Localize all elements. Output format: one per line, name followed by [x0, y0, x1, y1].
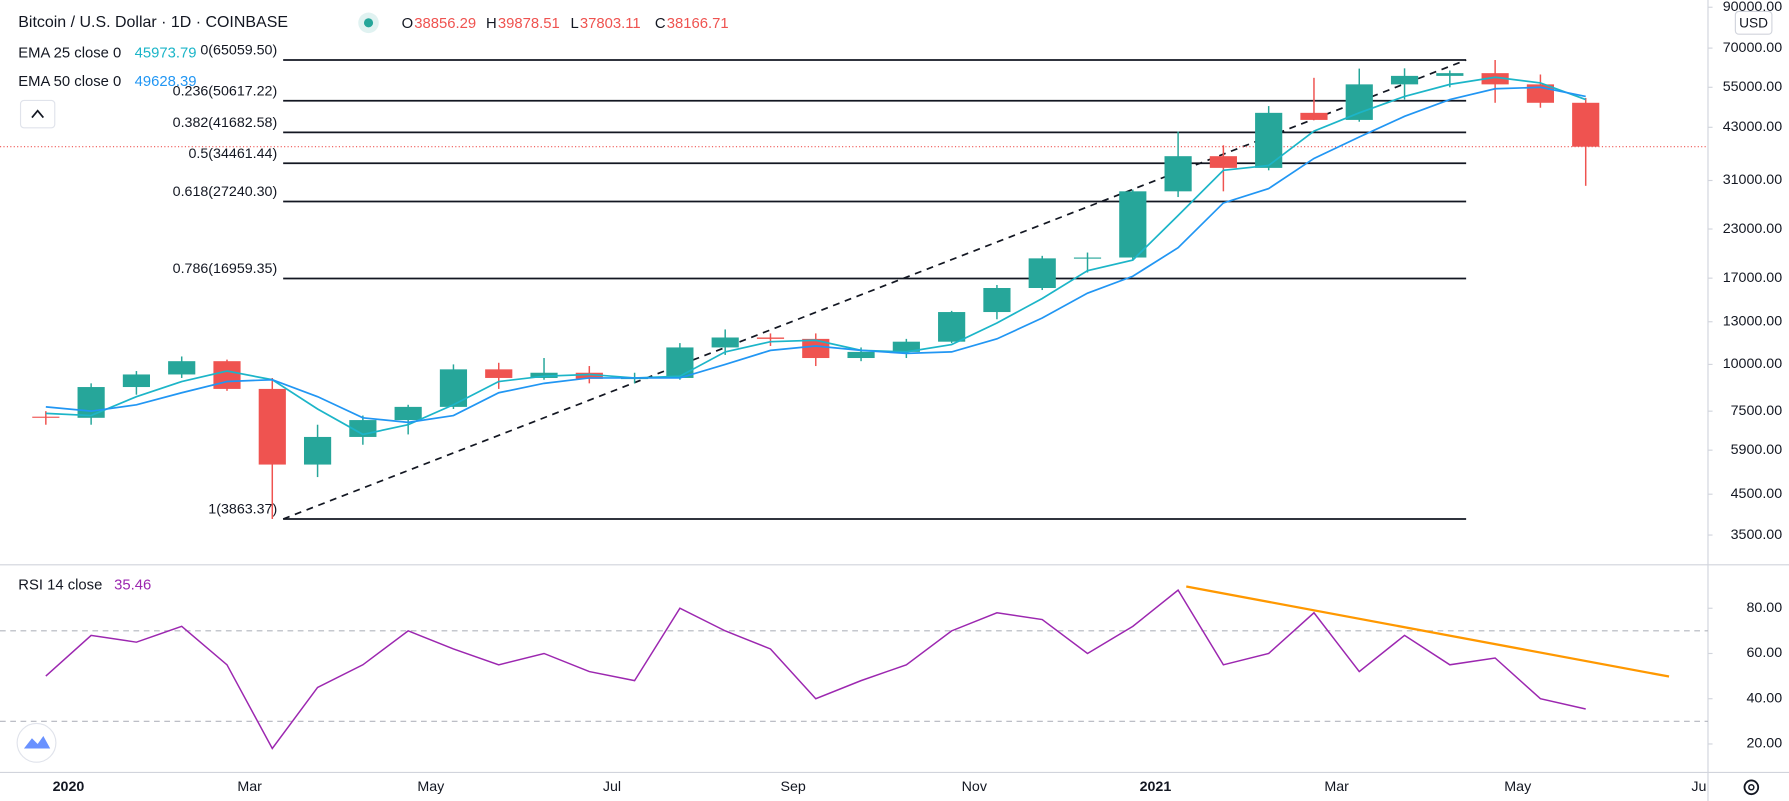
indicator-value: 49628.39 [135, 74, 197, 90]
x-tick-label: May [1504, 779, 1532, 795]
y-tick-label: 43000.00 [1723, 119, 1783, 135]
currency-box[interactable] [1734, 10, 1773, 35]
x-tick-label: Jul [603, 779, 621, 795]
candle-body [666, 347, 694, 378]
rsi-line [45, 589, 1586, 750]
y-tick-label: 7500.00 [1731, 403, 1783, 419]
candle-body [439, 369, 468, 407]
x-tick-label: Mar [1324, 779, 1349, 795]
y-tick-label: 10000.00 [1723, 356, 1783, 372]
collapse-button[interactable] [19, 99, 56, 129]
y-tick-label: 5900.00 [1731, 442, 1783, 458]
ohlc-letter: C [655, 16, 666, 32]
fib-label: 0.5(34461.44) [189, 146, 278, 162]
candle-body [711, 337, 739, 348]
ema-line [45, 86, 1586, 424]
candle-body [168, 361, 196, 375]
rsi-tick-label: 80.00 [1746, 600, 1782, 616]
candle-body [756, 337, 785, 339]
fib-label: 0.382(41682.58) [173, 115, 278, 131]
ohlc-value: 38856.29 [414, 16, 476, 32]
candle-body [1481, 73, 1509, 85]
fib-label: 0(65059.50) [200, 43, 277, 59]
candle-body [575, 372, 603, 379]
ohlc-letter: L [570, 16, 578, 32]
indicator-value: 35.46 [114, 577, 151, 593]
candle-body [1572, 102, 1600, 147]
candle-body [1119, 191, 1147, 258]
candle-body [394, 406, 422, 421]
fib-label: 0.786(16959.35) [173, 261, 278, 277]
ohlc-letter: O [402, 16, 414, 32]
candle-body [485, 369, 513, 378]
x-tick-label: Nov [962, 779, 988, 795]
candle-body [983, 288, 1011, 313]
indicator-value: 45973.79 [135, 46, 197, 62]
rsi-trendline [1186, 585, 1670, 678]
logo-icon [23, 735, 51, 749]
y-tick-label: 55000.00 [1723, 79, 1783, 95]
candle-body [258, 388, 286, 465]
settings-button[interactable] [1743, 779, 1760, 796]
y-tick-label: 23000.00 [1723, 221, 1783, 237]
fib-label: 0.618(27240.30) [173, 184, 278, 200]
settings-icon [1743, 779, 1760, 796]
candle-body [1345, 84, 1373, 120]
symbol-title: Bitcoin / U.S. Dollar · 1D · COINBASE [18, 14, 288, 31]
plot-layer: 0(65059.50) 0.236(50617.22) 0.382(41682.58… [0, 43, 1708, 750]
fib-label: 1(3863.37) [208, 502, 277, 518]
ema-line [45, 76, 1587, 436]
y-tick-label: 17000.00 [1723, 270, 1783, 286]
indicator-name: RSI 14 close [18, 577, 102, 593]
rsi-tick-label: 20.00 [1746, 736, 1782, 752]
ohlc-value: 38166.71 [667, 16, 729, 32]
candle-body [802, 338, 830, 359]
status-dot [363, 18, 374, 28]
candle-body [1300, 112, 1328, 120]
currency-label: USD [1739, 16, 1768, 31]
settings-icon-core [1748, 784, 1755, 791]
ohlc-letter: H [486, 16, 497, 32]
candle-body [847, 351, 875, 359]
x-tick-label: May [417, 779, 445, 795]
y-tick-label: 13000.00 [1723, 314, 1783, 330]
candle-body [1390, 75, 1419, 85]
candle-body [1028, 258, 1056, 289]
candle-body [1255, 112, 1283, 168]
candle-body [1164, 156, 1192, 192]
collapse-icon [31, 109, 45, 119]
candle-body [1436, 73, 1464, 76]
ohlc-value: 39878.51 [498, 16, 560, 32]
rsi-tick-label: 40.00 [1746, 690, 1782, 706]
x-tick-label: Sep [780, 779, 805, 795]
x-tick-label: 2020 [53, 779, 85, 795]
candle-body [1073, 257, 1102, 259]
fib-label: 0.236(50617.22) [173, 83, 278, 99]
x-tick-label: Ju [1691, 779, 1706, 795]
y-tick-label: 4500.00 [1731, 486, 1783, 502]
candle-body [938, 312, 966, 342]
candle-body [32, 416, 60, 418]
y-tick-label: 70000.00 [1723, 40, 1783, 56]
y-tick-label: 31000.00 [1723, 172, 1783, 188]
candle-body [892, 341, 920, 352]
indicator-name: EMA 25 close 0 [18, 46, 121, 62]
rsi-tick-label: 60.00 [1746, 645, 1782, 661]
indicator-name: EMA 50 close 0 [18, 74, 121, 90]
candle-body [122, 374, 151, 388]
x-tick-label: Mar [237, 779, 262, 795]
ohlc-value: 37803.11 [580, 16, 641, 32]
y-tick-label: 90000.00 [1723, 0, 1783, 15]
candle-body [77, 387, 105, 418]
y-tick-label: 3500.00 [1731, 527, 1783, 543]
x-tick-label: 2021 [1140, 779, 1172, 795]
ohlc-values: O38856.29 H39878.51 L37803.11 C38166.71 [402, 16, 729, 32]
candle-body [1209, 156, 1237, 168]
candle-body [303, 436, 332, 465]
